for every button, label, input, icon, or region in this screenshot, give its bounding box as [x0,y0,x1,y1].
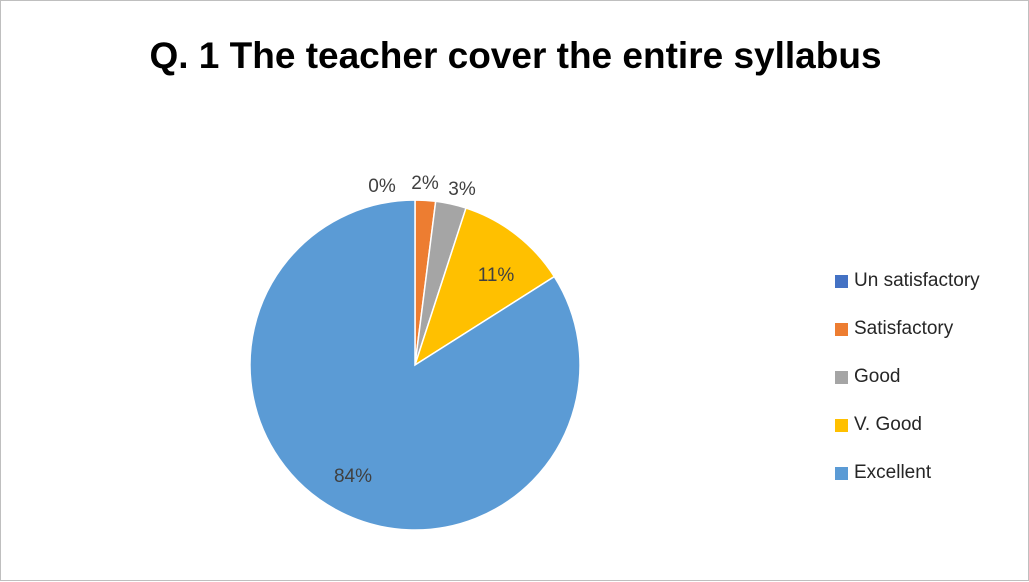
data-label-excellent: 84% [334,466,372,487]
data-label-good: 3% [448,179,476,200]
legend-swatch [835,322,848,336]
legend-swatch [835,370,848,384]
data-label-satisfactory: 2% [411,173,439,194]
pie-slice-v-good [413,207,556,367]
legend-item-v-good: V. Good [835,401,980,449]
legend: Un satisfactory Satisfactory Good V. Good Ex… [835,257,980,497]
legend-label: Un satisfactory [854,270,980,291]
legend-item-good: Good [835,353,980,401]
legend-item-excellent: Excellent [835,449,980,497]
legend-swatch [835,418,848,432]
legend-item-satisfactory: Satisfactory [835,305,980,353]
legend-label: Satisfactory [854,318,954,339]
legend-label: Excellent [854,462,932,483]
legend-label: Good [854,366,901,387]
chart-title: Q. 1 The teacher cover the entire syllab… [149,35,882,76]
legend-item-un-satisfactory: Un satisfactory [835,257,980,305]
legend-label: V. Good [854,414,922,435]
pie-slice-excellent [249,199,581,531]
data-label-v-good: 11% [478,265,515,286]
data-label-un-satisfactory: 0% [368,176,396,197]
legend-swatch [835,274,848,288]
legend-swatch [835,466,848,480]
